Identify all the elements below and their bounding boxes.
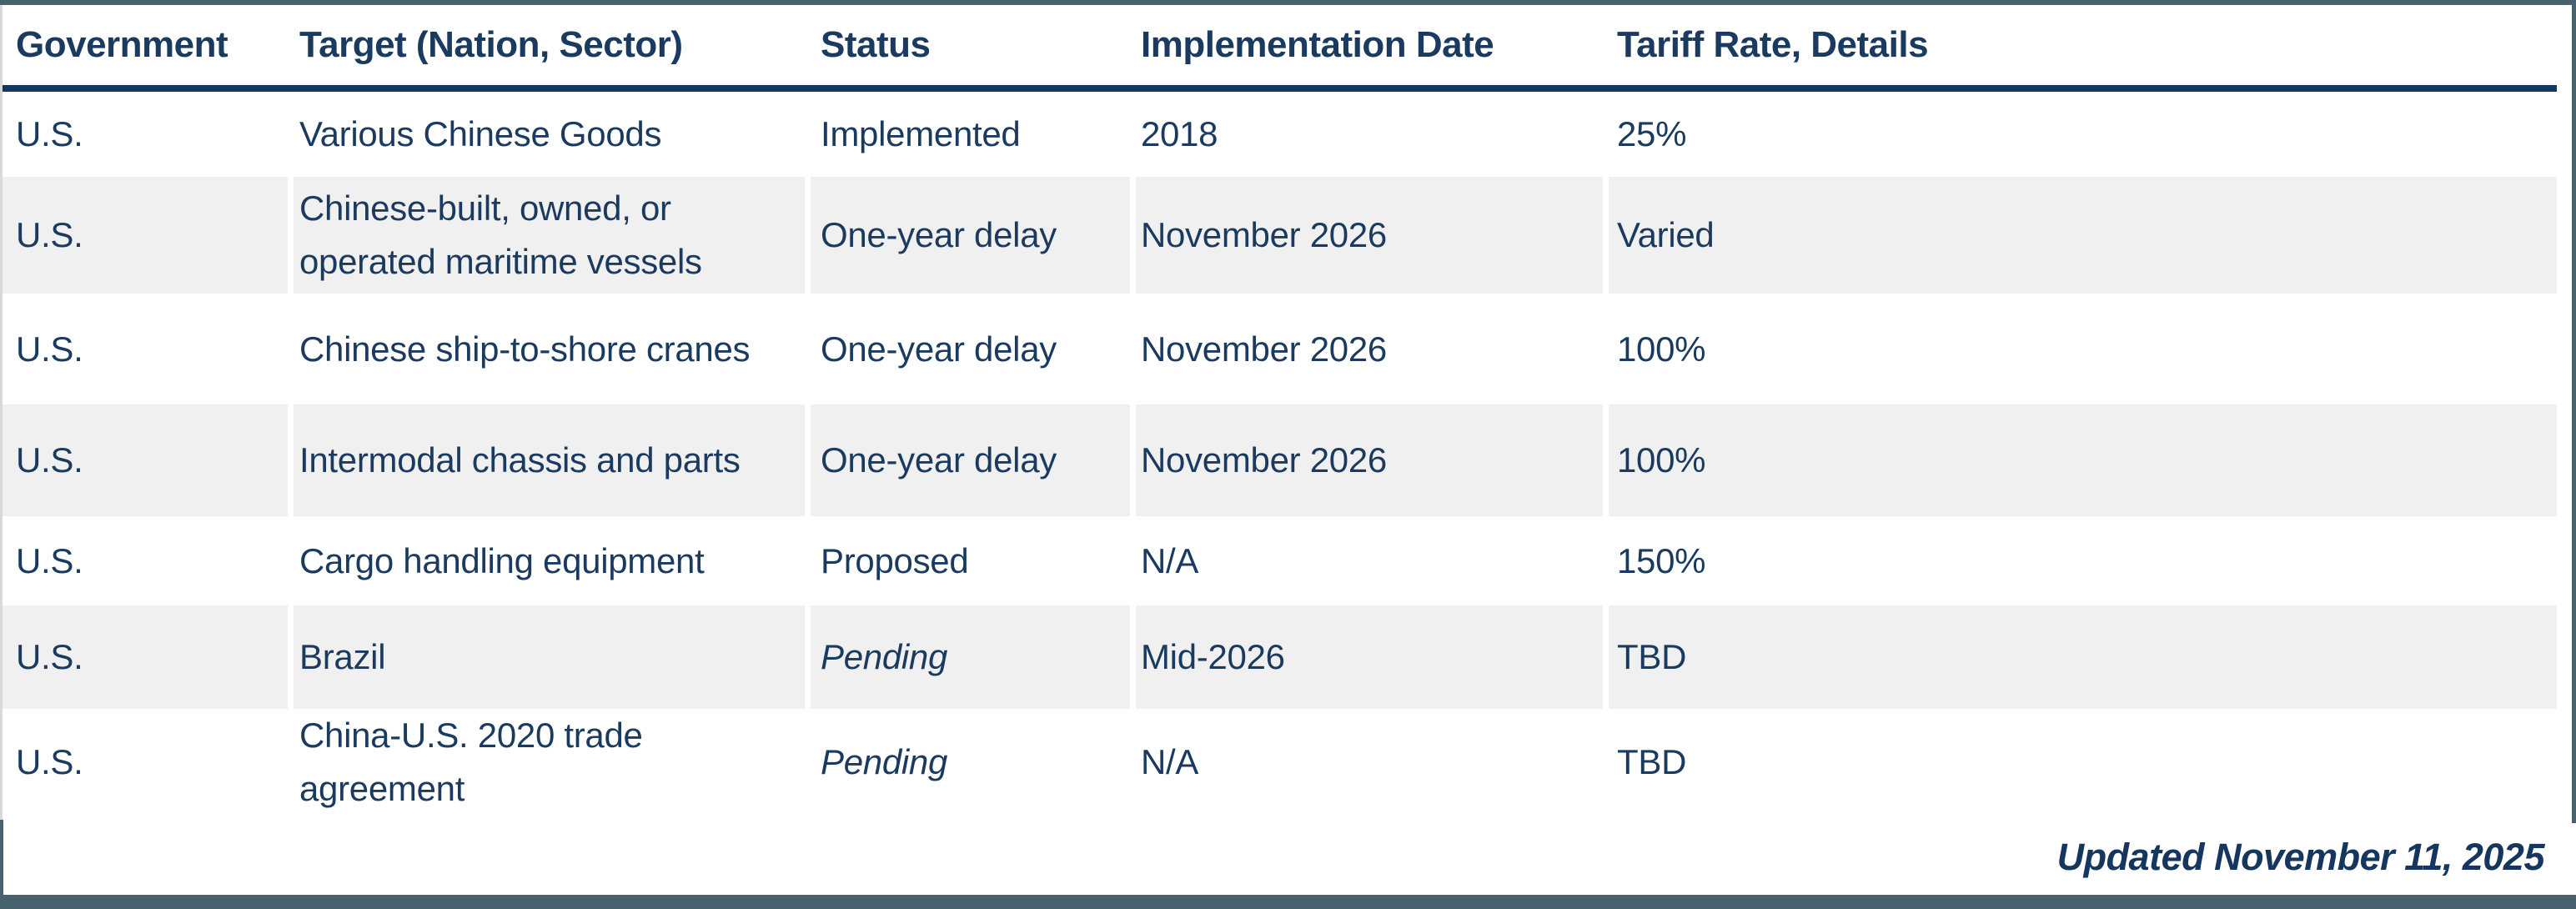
cell-status: One-year delay (821, 329, 1057, 369)
cell-tariff-rate: 100% (1609, 404, 2557, 516)
column-header-tariff-rate: Tariff Rate, Details (1617, 24, 1929, 65)
column-header-government: Government (16, 24, 228, 65)
table-row: U.S. Various Chinese Goods Implemented 2… (3, 92, 2557, 177)
column-header-status: Status (821, 24, 931, 65)
cell-target: Chinese-built, owned, or operated mariti… (294, 177, 805, 294)
cell-target: China-U.S. 2020 trade agreement (299, 716, 643, 808)
cell-status: Implemented (821, 114, 1021, 153)
cell-government: U.S. (16, 114, 83, 153)
cell-target: Various Chinese Goods (299, 114, 662, 153)
table-header-row: Government Target (Nation, Sector) Statu… (3, 5, 2557, 92)
cell-government: U.S. (16, 742, 83, 781)
left-border-gray (0, 5, 3, 820)
bottom-border-bar (0, 895, 2576, 909)
table-row: U.S. Intermodal chassis and parts One-ye… (3, 404, 2557, 516)
cell-status: One-year delay (811, 404, 1130, 516)
cell-government: U.S. (3, 177, 288, 294)
table-row: U.S. China-U.S. 2020 trade agreement Pen… (3, 709, 2557, 813)
cell-target: Chinese ship-to-shore cranes (299, 329, 751, 369)
table-row: U.S. Cargo handling equipment Proposed N… (3, 516, 2557, 605)
cell-government: U.S. (3, 605, 288, 709)
cell-target: Cargo handling equipment (299, 540, 705, 580)
cell-target: Intermodal chassis and parts (294, 404, 805, 516)
right-border-bar (2572, 0, 2576, 823)
cell-government: U.S. (3, 404, 288, 516)
cell-implementation-date: Mid-2026 (1136, 605, 1603, 709)
cell-status: Pending (811, 605, 1130, 709)
updated-note: Updated November 11, 2025 (2056, 836, 2545, 878)
cell-implementation-date: 2018 (1141, 114, 1218, 153)
table-row: U.S. Chinese ship-to-shore cranes One-ye… (3, 294, 2557, 404)
cell-tariff-rate: 150% (1617, 540, 1706, 580)
cell-status: One-year delay (811, 177, 1130, 294)
cell-government: U.S. (16, 329, 83, 369)
cell-implementation-date: November 2026 (1141, 329, 1387, 369)
table-row: U.S. Brazil Pending Mid-2026 TBD (3, 605, 2557, 709)
column-header-target: Target (Nation, Sector) (299, 24, 683, 65)
cell-implementation-date: November 2026 (1136, 404, 1603, 516)
cell-status: Proposed (821, 540, 969, 580)
cell-tariff-rate: Varied (1609, 177, 2557, 294)
cell-target: Brazil (294, 605, 805, 709)
cell-tariff-rate: TBD (1609, 605, 2557, 709)
cell-status: Pending (821, 742, 948, 781)
cell-tariff-rate: TBD (1617, 742, 1687, 781)
cell-tariff-rate: 100% (1617, 329, 1706, 369)
cell-implementation-date: N/A (1141, 742, 1199, 781)
table-row: U.S. Chinese-built, owned, or operated m… (3, 177, 2557, 294)
left-border-teal (0, 820, 3, 895)
top-border-bar (0, 0, 2576, 5)
cell-implementation-date: November 2026 (1136, 177, 1603, 294)
cell-tariff-rate: 25% (1617, 114, 1687, 153)
cell-implementation-date: N/A (1141, 540, 1199, 580)
column-header-implementation-date: Implementation Date (1141, 24, 1494, 65)
cell-government: U.S. (16, 540, 83, 580)
table-body: Government Target (Nation, Sector) Statu… (3, 5, 2557, 813)
